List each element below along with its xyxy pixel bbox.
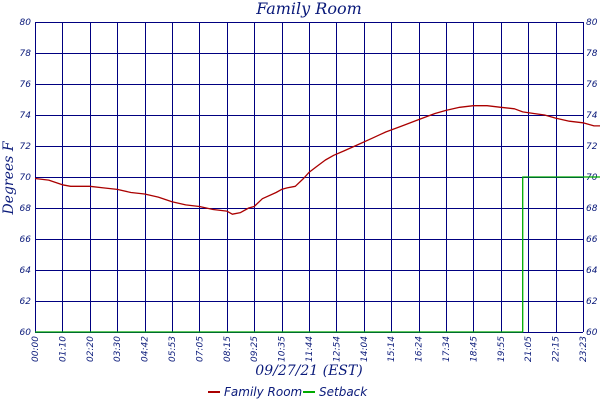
legend-label-family-room: Family Room [224, 385, 302, 399]
x-tick-label: 09:25 [250, 336, 260, 362]
x-tick-label: 18:45 [469, 336, 479, 362]
x-tick-label: 17:34 [442, 336, 452, 362]
x-tick-label: 22:15 [552, 336, 562, 362]
x-tick-label: 19:55 [497, 336, 507, 362]
y-tick-left: 60 [20, 328, 32, 338]
x-axis-label: 09/27/21 (EST) [255, 363, 362, 379]
y-tick-left: 78 [20, 49, 32, 59]
x-tick-label: 01:10 [58, 336, 68, 362]
y-tick-left: 64 [20, 266, 32, 276]
y-tick-right: 72 [586, 142, 598, 152]
x-tick-label: 11:44 [305, 336, 315, 362]
y-tick-left: 76 [20, 80, 32, 90]
y-tick-right: 60 [586, 328, 598, 338]
x-tick-label: 00:00 [31, 336, 41, 362]
series-line-family-room [34, 105, 600, 215]
y-tick-labels-right: 60 62 64 66 68 70 72 74 76 78 80 [586, 18, 598, 338]
y-tick-left: 74 [20, 111, 32, 121]
x-tick-label: 02:20 [86, 336, 96, 362]
chart-title: Family Room [255, 0, 362, 18]
x-tick-label: 15:14 [387, 336, 397, 362]
y-tick-left: 72 [20, 142, 32, 152]
series-line-setback [35, 176, 600, 333]
x-tick-label: 07:05 [195, 336, 205, 362]
y-tick-right: 80 [586, 18, 598, 28]
y-tick-left: 62 [20, 297, 32, 307]
y-tick-labels-left: 60 62 64 66 68 70 72 74 76 78 80 [20, 18, 32, 338]
x-tick-label: 04:42 [141, 336, 151, 362]
y-tick-right: 74 [586, 111, 598, 121]
legend-label-setback: Setback [319, 385, 368, 399]
y-tick-right: 68 [586, 204, 598, 214]
y-tick-right: 78 [586, 49, 598, 59]
y-tick-left: 66 [20, 235, 32, 245]
y-tick-left: 80 [20, 18, 32, 28]
x-tick-label: 14:04 [360, 336, 370, 362]
x-tick-label: 21:05 [524, 336, 534, 362]
x-tick-label: 16:24 [415, 336, 425, 362]
y-tick-right: 64 [586, 266, 598, 276]
y-tick-right: 70 [586, 173, 598, 183]
legend: Family Room Setback [208, 385, 368, 399]
y-tick-left: 68 [20, 204, 32, 214]
x-tick-label: 12:54 [332, 336, 342, 362]
x-tick-label: 23:23 [579, 336, 589, 362]
series-lines [34, 105, 600, 333]
x-tick-label: 08:15 [223, 336, 233, 362]
y-tick-right: 62 [586, 297, 598, 307]
x-tick-label: 05:53 [168, 336, 178, 362]
gridlines [35, 22, 584, 333]
y-axis-label: Degrees F [1, 140, 17, 215]
y-tick-left: 70 [20, 173, 32, 183]
y-tick-right: 76 [586, 80, 598, 90]
y-tick-right: 66 [586, 235, 598, 245]
x-tick-label: 03:30 [113, 336, 123, 362]
x-tick-label: 10:35 [278, 336, 288, 362]
x-tick-labels: 00:00 01:10 02:20 03:30 04:42 05:53 07:05 08:15… [31, 336, 589, 362]
